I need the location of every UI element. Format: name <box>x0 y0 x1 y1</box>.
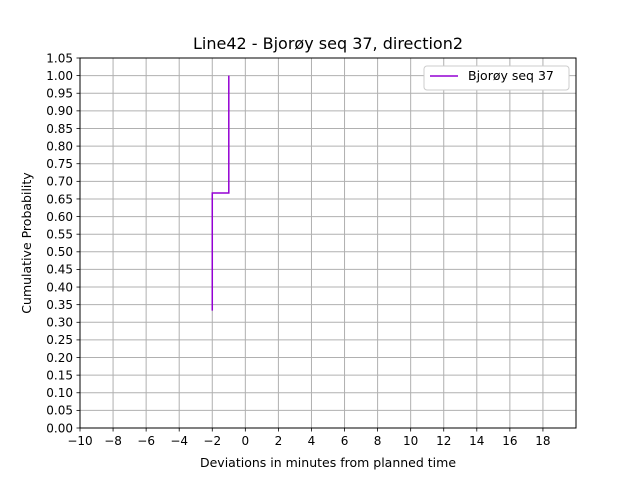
x-tick-label: 8 <box>374 434 382 448</box>
y-tick-label: 1.05 <box>46 51 73 65</box>
x-tick-label: −4 <box>170 434 188 448</box>
y-axis-ticks: 0.00 0.05 0.10 0.15 0.20 0.25 0.30 0.35 0.40 0.45… <box>46 51 80 435</box>
x-tick-label: 12 <box>436 434 451 448</box>
x-tick-label: −10 <box>67 434 92 448</box>
y-tick-label: 0.40 <box>46 280 73 294</box>
x-tick-label: −2 <box>203 434 221 448</box>
y-tick-label: 0.05 <box>46 404 73 418</box>
x-tick-label: −8 <box>104 434 122 448</box>
y-tick-label: 0.10 <box>46 386 73 400</box>
y-tick-label: 0.90 <box>46 104 73 118</box>
y-tick-label: 0.20 <box>46 351 73 365</box>
plot-frame <box>79 57 577 429</box>
y-axis-label: Cumulative Probability <box>19 172 34 314</box>
y-tick-label: 0.45 <box>46 263 73 277</box>
series-layer <box>211 75 230 311</box>
y-tick-label: 0.80 <box>46 139 73 153</box>
x-tick-label: 4 <box>308 434 316 448</box>
y-tick-label: 0.55 <box>46 227 73 241</box>
legend-entry-label: Bjorøy seq 37 <box>468 68 554 83</box>
chart-title: Line42 - Bjorøy seq 37, direction2 <box>193 34 463 53</box>
x-axis-label: Deviations in minutes from planned time <box>200 455 456 470</box>
x-tick-label: 16 <box>502 434 517 448</box>
x-tick-label: −6 <box>137 434 155 448</box>
x-tick-label: 18 <box>535 434 550 448</box>
x-axis-ticks: −10 −8 −6 −4 −2 0 2 4 6 8 10 12 14 16 18 <box>67 428 551 448</box>
y-tick-label: 0.70 <box>46 175 73 189</box>
y-tick-label: 0.85 <box>46 122 73 136</box>
y-tick-label: 0.30 <box>46 316 73 330</box>
y-tick-label: 0.65 <box>46 192 73 206</box>
y-tick-label: 0.60 <box>46 210 73 224</box>
x-tick-label: 6 <box>341 434 349 448</box>
legend-box <box>423 65 570 91</box>
y-tick-label: 0.95 <box>46 87 73 101</box>
series-line-step <box>211 75 230 311</box>
legend: Bjorøy seq 37 <box>423 65 570 91</box>
y-tick-label: 0.75 <box>46 157 73 171</box>
y-tick-label: 0.50 <box>46 245 73 259</box>
x-tick-label: 14 <box>469 434 484 448</box>
x-tick-label: 2 <box>275 434 283 448</box>
y-tick-label: 0.25 <box>46 333 73 347</box>
y-tick-label: 1.00 <box>46 69 73 83</box>
y-tick-label: 0.35 <box>46 298 73 312</box>
x-tick-label: 0 <box>242 434 250 448</box>
x-tick-label: 10 <box>403 434 418 448</box>
y-tick-label: 0.15 <box>46 368 73 382</box>
y-tick-label: 0.00 <box>46 421 73 435</box>
